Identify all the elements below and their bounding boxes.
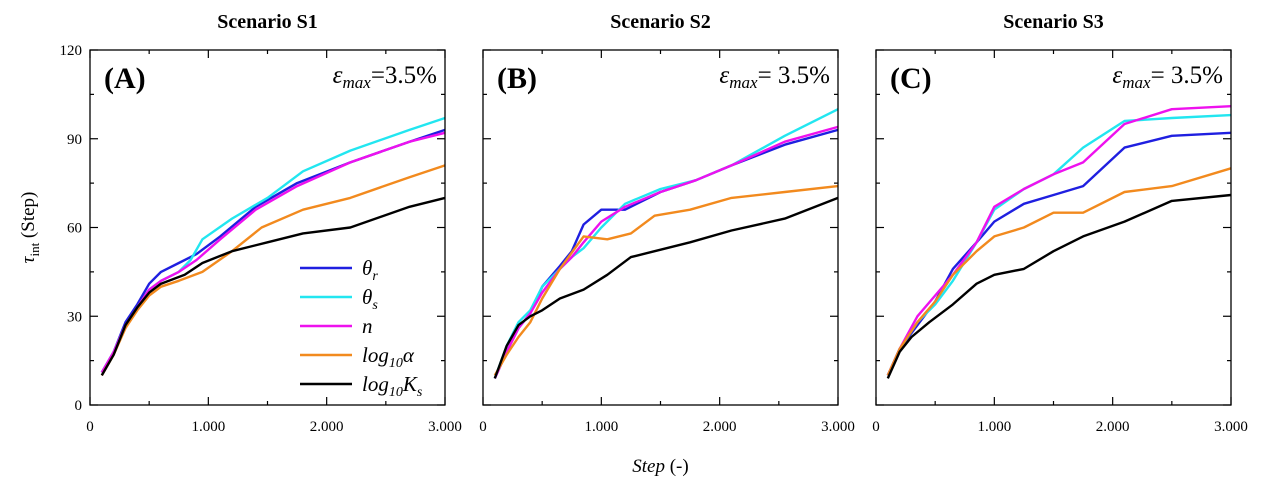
x-tick-label: 3.000 [821, 419, 855, 435]
panel-label: (A) [104, 62, 146, 95]
x-tick-label: 3.000 [1214, 419, 1248, 435]
series-line-θr [886, 131, 1232, 376]
legend-label-subscript: 10 [389, 356, 403, 371]
legend-label-suffix: α [403, 343, 415, 367]
x-tick-label: 2.000 [703, 419, 737, 435]
legend-label-subscript: s [372, 298, 378, 313]
series-line-log10Ks [886, 193, 1232, 379]
epsilon-symbol: ε [719, 62, 729, 89]
panel-title: Scenario S3 [1003, 11, 1104, 33]
y-axis-symbol: τ [18, 255, 39, 263]
legend-entry-θs: θs [362, 285, 378, 313]
x-tick-label: 3.000 [428, 419, 462, 435]
x-tick-label: 0 [872, 419, 880, 435]
x-tick-label: 2.000 [310, 419, 344, 435]
series-line-n [100, 131, 446, 374]
legend-entry-log10Ks: log10Ks [362, 372, 423, 400]
y-tick-label: 120 [60, 43, 83, 59]
series-line-θr [100, 128, 446, 374]
series-line-log10α [886, 167, 1232, 376]
x-tick-label: 0 [86, 419, 94, 435]
epsilon-symbol: ε [333, 62, 343, 89]
epsilon-value: = 3.5% [758, 62, 830, 89]
panel-title: Scenario S2 [610, 11, 711, 33]
y-axis-subscript: int [27, 242, 42, 256]
legend-entry-θr: θr [362, 256, 378, 284]
series-line-log10α [493, 184, 839, 376]
x-axis-unit: (-) [665, 456, 689, 477]
x-tick-label: 2.000 [1096, 419, 1130, 435]
epsilon-annotation: εmax= 3.5% [719, 62, 830, 92]
y-axis-unit: (Step) [18, 192, 39, 243]
x-tick-label: 1.000 [191, 419, 225, 435]
series-line-n [886, 105, 1232, 376]
x-axis-label: Step (-) [632, 456, 688, 477]
legend-label-suffix: K [402, 372, 418, 396]
legend-label: log [362, 343, 389, 367]
series-line-θs [886, 113, 1232, 376]
panel-1: Scenario S1 0 1.000 2.000 3.000 0 30 60 90 120 (A)… [18, 11, 462, 435]
plot-frame [89, 49, 446, 406]
panel-2: Scenario S2 0 1.000 2.000 3.000 (B) εmax= 3.5% [479, 11, 855, 435]
y-tick-label: 30 [67, 309, 82, 325]
series-line-log10Ks [493, 196, 839, 379]
legend-entry-log10α: log10α [362, 343, 415, 371]
legend-label: θ [362, 256, 372, 280]
legend-label-subscript: r [372, 269, 378, 284]
legend-label-subscript: 10 [389, 385, 403, 400]
legend-label: n [362, 314, 373, 338]
series-line-log10α [100, 164, 446, 376]
panel-label: (B) [497, 62, 537, 95]
plot-frame [875, 49, 1232, 406]
epsilon-subscript: max [729, 73, 758, 92]
epsilon-subscript: max [1122, 73, 1151, 92]
series-line-θr [493, 128, 839, 379]
series-line-n [493, 125, 839, 379]
x-tick-label: 1.000 [977, 419, 1011, 435]
panel-title: Scenario S1 [217, 11, 318, 33]
panel-3: Scenario S3 0 1.000 2.000 3.000 (C) εmax= 3.5% [872, 11, 1248, 435]
legend-label: log [362, 372, 389, 396]
plot-frame [482, 49, 839, 406]
series-line-θs [100, 116, 446, 374]
y-tick-label: 0 [75, 398, 83, 414]
epsilon-symbol: ε [1112, 62, 1122, 89]
series-line-θs [493, 108, 839, 379]
y-tick-label: 60 [67, 221, 82, 237]
legend-entry-n: n [362, 314, 373, 338]
epsilon-value: =3.5% [371, 62, 437, 89]
y-tick-label: 90 [67, 132, 82, 148]
x-tick-label: 1.000 [584, 419, 618, 435]
epsilon-annotation: εmax=3.5% [333, 62, 437, 92]
legend-label-suffix-subscript: s [417, 385, 423, 400]
epsilon-value: = 3.5% [1151, 62, 1223, 89]
x-tick-label: 0 [479, 419, 487, 435]
series-line-log10Ks [100, 196, 446, 376]
y-axis-label: τint (Step) [18, 192, 42, 264]
legend-label: θ [362, 285, 372, 309]
panel-label: (C) [890, 62, 932, 95]
x-axis-name: Step [632, 456, 665, 477]
epsilon-subscript: max [342, 73, 371, 92]
epsilon-annotation: εmax= 3.5% [1112, 62, 1223, 92]
